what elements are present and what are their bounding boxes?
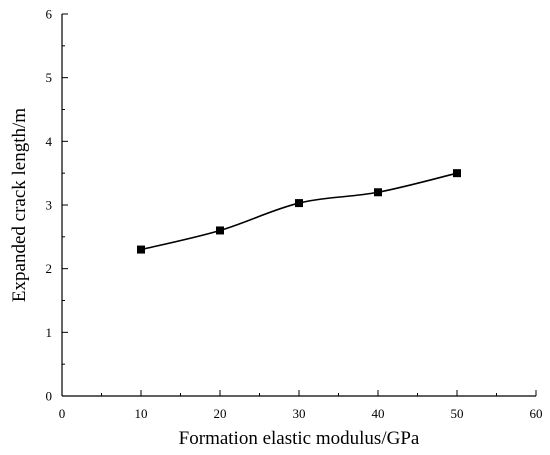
series-line [140, 172, 458, 251]
x-tick-label: 10 [135, 406, 148, 421]
x-axis-title: Formation elastic modulus/GPa [179, 428, 420, 449]
data-point-marker [453, 169, 461, 178]
y-tick-label: 0 [46, 389, 53, 404]
y-tick-label: 1 [46, 325, 53, 340]
y-tick-label: 2 [46, 261, 53, 276]
data-point-marker [295, 199, 303, 208]
x-tick-label: 40 [372, 406, 385, 421]
x-tick-label: 50 [451, 406, 464, 421]
x-tick-label: 0 [59, 406, 66, 421]
y-tick-label: 3 [46, 198, 53, 213]
y-tick-label: 6 [46, 7, 53, 22]
minor-ticks [62, 45, 497, 396]
data-markers [137, 169, 461, 254]
x-tick-label: 60 [530, 406, 543, 421]
data-point-marker [216, 226, 224, 235]
y-tick-label: 4 [46, 134, 53, 149]
y-tick-label: 5 [46, 70, 53, 85]
tick-labels: 0 10 20 30 40 50 60 0 1 2 3 4 5 6 [46, 7, 543, 422]
x-tick-label: 20 [214, 406, 227, 421]
data-point-marker [137, 245, 145, 254]
data-point-marker [374, 188, 382, 197]
x-tick-label: 30 [293, 406, 306, 421]
y-axis-title: Expanded crack length/m [9, 108, 30, 302]
